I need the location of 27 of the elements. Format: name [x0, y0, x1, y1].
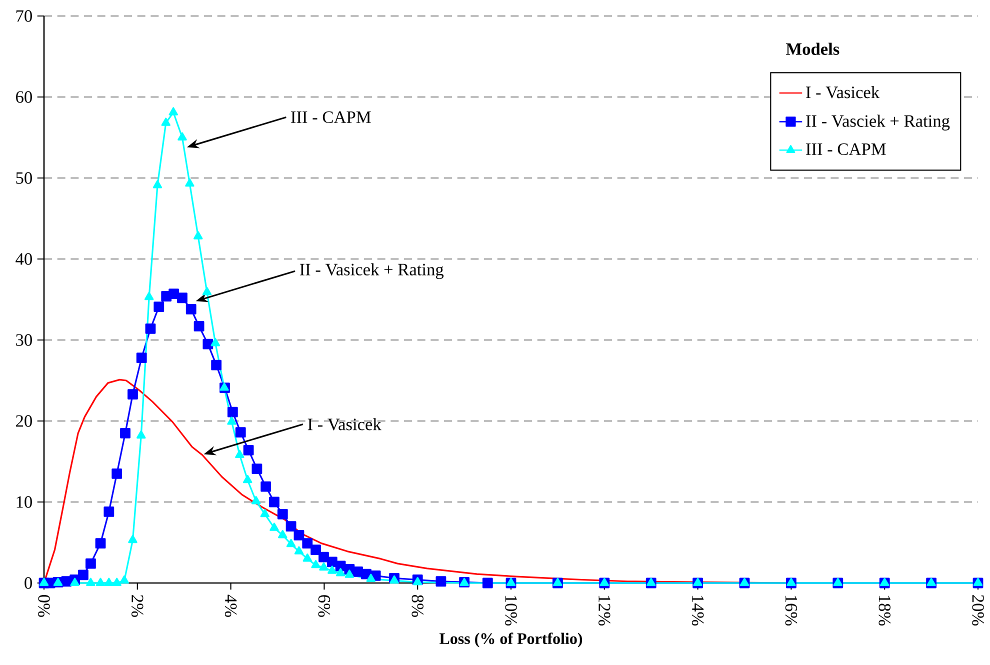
legend-label: I - Vasicek [806, 86, 880, 98]
y-tick-label: 50 [16, 172, 32, 184]
annotation: III - CAPM [291, 111, 371, 124]
y-tick-label: 10 [16, 496, 32, 508]
annotation: II - Vasicek + Rating [300, 263, 444, 280]
x-tick-label: 2% [132, 595, 144, 617]
x-tick-label: 4% [224, 594, 237, 617]
y-tick-label: 30 [16, 334, 32, 346]
x-tick-label: 10% [505, 596, 517, 626]
x-tick-label: 18% [878, 596, 890, 626]
x-tick-label: 14% [692, 596, 704, 626]
x-tick-label: 8% [412, 595, 424, 617]
x-axis-title: Loss (% of Portfolio) [440, 632, 582, 648]
legend-label: III - CAPM [806, 143, 886, 156]
y-tick-label: 20 [16, 415, 32, 427]
annotation: I - Vasicek [308, 418, 382, 430]
legend-title: Models [786, 42, 840, 55]
y-tick-label: 60 [16, 91, 32, 103]
y-tick-label: 0 [24, 577, 32, 589]
x-tick-label: 0% [38, 595, 50, 617]
x-tick-label: 12% [598, 596, 610, 626]
x-tick-label: 6% [318, 595, 330, 617]
x-tick-label: 16% [785, 596, 798, 626]
x-tick-label: 20% [972, 595, 984, 626]
y-tick-label: 40 [16, 253, 32, 265]
legend-label: II - Vasciek + Rating [806, 114, 950, 130]
y-tick-label: 70 [16, 10, 32, 22]
